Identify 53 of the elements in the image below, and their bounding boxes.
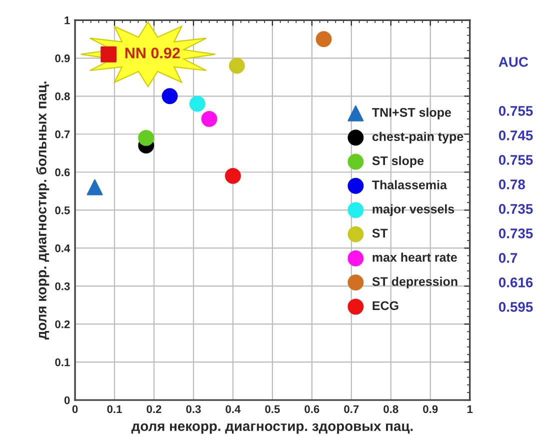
text: 0.755 (498, 106, 533, 116)
x-tick-label: 0.1 (107, 405, 122, 414)
y-tick-label: 0.2 (55, 320, 70, 328)
y-tick-label: 0.7 (55, 130, 70, 138)
x-tick-label: 0.9 (423, 405, 438, 414)
legend-label: Thalassemia (372, 180, 448, 190)
y-tick-label: 1 (64, 16, 70, 24)
text: 0.735 (498, 228, 533, 238)
point (201, 110, 218, 127)
x-tick-label: 0.4 (226, 405, 241, 414)
y-tick-label: 0.6 (55, 168, 70, 176)
text: 0.745 (498, 130, 533, 140)
y-tick-label: 0 (64, 396, 70, 404)
point (86, 179, 103, 196)
text: AUC (498, 57, 528, 67)
legend-label: max heart rate (372, 252, 457, 262)
text: 0.7 (498, 253, 518, 263)
legend-label: major vessels (372, 204, 454, 216)
point (162, 88, 178, 104)
point (228, 58, 245, 74)
y-tick-label: 0.8 (55, 92, 70, 100)
x-tick-label: 0.7 (344, 405, 359, 414)
y-tick-label: 0.1 (55, 358, 70, 366)
legend-label: chest-pain type (372, 132, 464, 144)
legend-label: ECG (372, 301, 398, 310)
legend-label: TNI+ST slope (372, 108, 452, 120)
x-tick-label: 0.8 (384, 405, 398, 414)
x-tick-label: 0.5 (265, 405, 280, 414)
text: 0.616 (498, 278, 533, 288)
x-tick-label: 0 (72, 405, 78, 414)
point (138, 130, 154, 146)
legend-label: ST depression (372, 276, 458, 288)
legend-label: ST (372, 228, 388, 238)
point (316, 31, 332, 48)
x-tick-label: 0.2 (146, 405, 162, 414)
series-label: NN 0.92 (125, 48, 180, 58)
text: 0.735 (498, 204, 533, 214)
point (100, 46, 117, 62)
point (189, 96, 206, 112)
x-axis-title: доля некорр. диагностир. здоровых пац. (131, 423, 413, 434)
x-tick-label: 0.6 (304, 405, 320, 414)
y-tick-label: 0.4 (55, 244, 70, 252)
text: 0.78 (498, 180, 526, 190)
y-tick-label: 0.9 (55, 54, 70, 62)
y-tick-label: 0.3 (55, 282, 70, 290)
text: 0.755 (498, 155, 533, 165)
y-axis-title: доля корр. диагностир. больных пац. (36, 82, 50, 340)
legend-label: ST slope (372, 156, 424, 168)
point (224, 168, 241, 184)
x-tick-label: 0.3 (186, 405, 201, 414)
text: 0.595 (498, 302, 533, 312)
x-tick-label: 1 (467, 405, 473, 413)
y-tick-label: 0.5 (55, 206, 70, 214)
